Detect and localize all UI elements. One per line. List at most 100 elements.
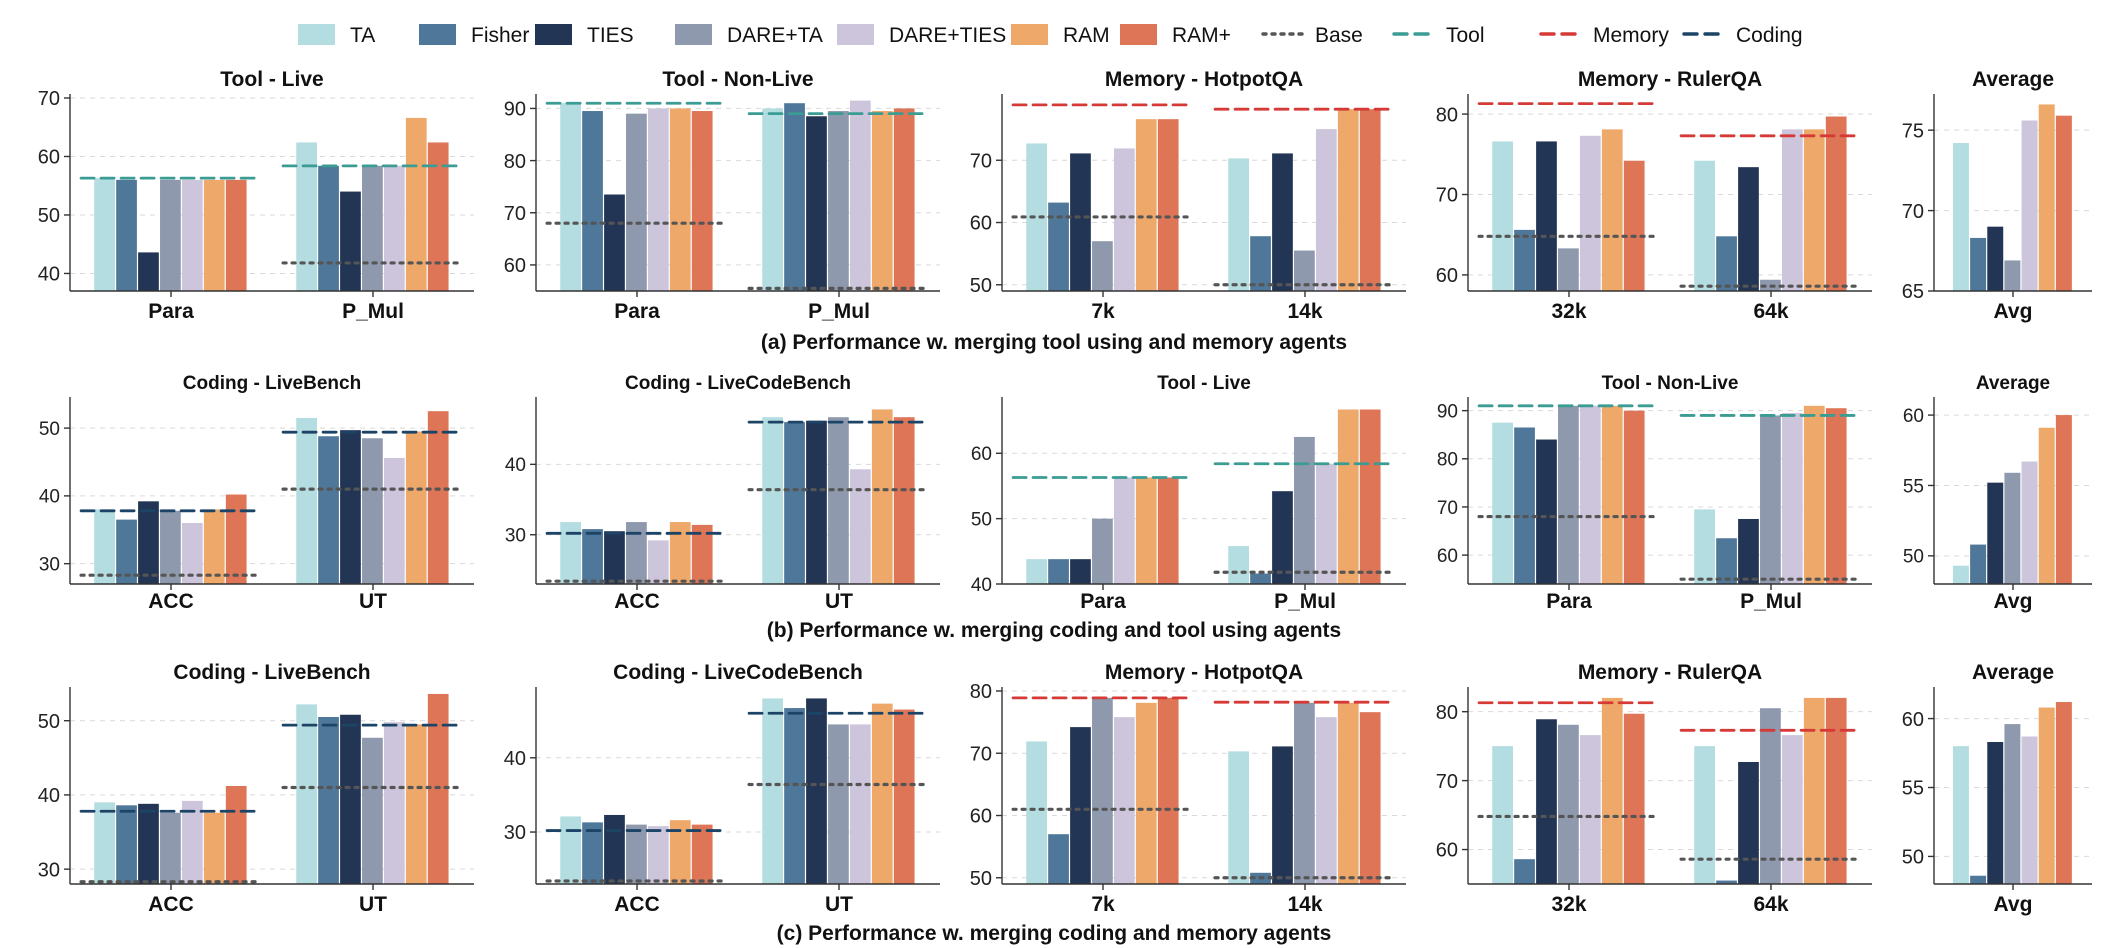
x-tick-label: 14k [1287, 893, 1322, 916]
bar-ram-p-mul [871, 111, 893, 291]
bar-dare-ties-7k [1113, 717, 1135, 884]
legend-item-dare-ties: DARE+TIES [837, 24, 1006, 47]
bar-ta-14k [1228, 751, 1249, 884]
bar-ram-ut [405, 431, 427, 584]
x-tick-label: Para [148, 300, 194, 323]
bar-ram-avg [2055, 702, 2072, 884]
bar-ram-p-mul [1359, 409, 1381, 584]
bar-fisher-7k [1048, 202, 1069, 291]
bar-ram-acc [669, 522, 691, 584]
bar-ram-ut [427, 411, 449, 584]
legend-swatch [1120, 24, 1157, 45]
legend-label: Coding [1736, 24, 1803, 47]
bar-ta-p-mul [296, 142, 317, 291]
bar-fisher-acc [582, 822, 603, 884]
bar-ties-avg [1987, 482, 2004, 584]
y-tick-label: 90 [504, 99, 526, 121]
bar-ram-acc [225, 494, 247, 584]
panel-title: Coding - LiveBench [173, 661, 370, 684]
bar-ram-para [225, 179, 247, 291]
bar-fisher-32k [1514, 859, 1535, 884]
y-tick-label: 60 [1436, 840, 1458, 862]
y-tick-label: 50 [970, 275, 992, 297]
bar-ties-7k [1070, 727, 1091, 884]
bar-ties-p-mul [1272, 491, 1293, 584]
bar-dare-ta-64k [1760, 708, 1781, 884]
x-tick-label: ACC [614, 590, 660, 613]
y-tick-label: 40 [39, 487, 60, 508]
y-tick-label: 60 [970, 806, 992, 828]
bar-ties-para [138, 252, 159, 291]
bar-dare-ties-avg [2021, 736, 2038, 884]
bar-dare-ta-p-mul [1760, 415, 1781, 584]
legend: TA Fisher TIES DARE+TA DARE+TIES RAM RAM+ Base T… [298, 24, 1803, 47]
bar-fisher-para [582, 111, 603, 291]
bar-ta-32k [1492, 746, 1513, 884]
bar-fisher-ut [784, 708, 805, 884]
bar-ta-avg [1952, 565, 1969, 584]
bar-ta-acc [94, 509, 115, 584]
legend-label: RAM [1063, 24, 1110, 47]
bar-dare-ties-acc [647, 826, 669, 884]
bar-ram-p-mul [1803, 405, 1825, 584]
bar-ram-32k [1601, 129, 1623, 291]
bar-ta-acc [94, 802, 115, 884]
panel-title: Average [1972, 661, 2054, 684]
x-tick-label: 7k [1091, 300, 1115, 323]
bar-ram-7k [1135, 119, 1157, 291]
bar-fisher-para [116, 179, 137, 291]
bar-ta-ut [762, 698, 783, 884]
bar-ties-acc [604, 531, 625, 584]
panel-title: Tool - Non-Live [1602, 373, 1739, 394]
x-tick-label: UT [825, 590, 853, 613]
y-tick-label: 50 [1903, 547, 1924, 568]
bar-ram-acc [669, 820, 691, 884]
bar-dare-ties-p-mul [849, 100, 871, 291]
panel-tool-non-live-2: 60 70 80 90 Para P_Mul Tool - Non-Live [1437, 373, 1872, 613]
bar-dare-ta-ut [362, 438, 383, 584]
bar-ram-ut [871, 409, 893, 584]
bar-dare-ties-14k [1315, 717, 1337, 884]
y-tick-label: 50 [970, 868, 992, 890]
bar-dare-ties-64k [1781, 735, 1803, 884]
bar-ties-ut [806, 698, 827, 884]
legend-item-memory: Memory [1539, 24, 1669, 47]
bar-ta-ut [762, 417, 783, 584]
bar-fisher-avg [1970, 237, 1987, 291]
panel-title: Memory - RulerQA [1578, 68, 1762, 91]
y-tick-label: 60 [1903, 406, 1924, 427]
bar-ram-ut [893, 709, 915, 884]
y-tick-label: 50 [1902, 847, 1924, 869]
x-tick-label: UT [359, 893, 387, 916]
bar-ram-para [1623, 410, 1645, 584]
x-tick-label: P_Mul [1274, 590, 1336, 613]
bar-dare-ties-64k [1781, 129, 1803, 291]
bar-ram-para [1601, 405, 1623, 584]
panel-memory-hotpotqa-1: 50 60 70 7k 14k Memory - HotpotQA [970, 68, 1406, 323]
bar-dare-ties-avg [2021, 461, 2038, 584]
bar-dare-ties-ut [383, 722, 405, 884]
x-tick-label: P_Mul [1740, 590, 1802, 613]
bar-dare-ties-ut [849, 724, 871, 884]
x-tick-label: 32k [1551, 893, 1586, 916]
bar-dare-ta-14k [1294, 250, 1315, 291]
bar-ta-para [1492, 422, 1513, 584]
bar-ram-p-mul [1825, 408, 1847, 584]
bar-dare-ta-ut [828, 417, 849, 584]
y-tick-label: 55 [1902, 778, 1924, 800]
bar-ties-para [604, 194, 625, 291]
bar-ta-ut [296, 704, 317, 884]
bar-ties-64k [1738, 761, 1759, 884]
bar-ties-para [1070, 559, 1091, 584]
legend-item-fisher: Fisher [419, 24, 529, 47]
x-tick-label: 14k [1287, 300, 1322, 323]
bar-dare-ta-32k [1558, 248, 1579, 291]
legend-label: Base [1315, 24, 1363, 47]
bar-dare-ties-acc [647, 540, 669, 584]
panel-average-1: 65 70 75 Avg Average [1902, 68, 2092, 323]
bar-dare-ta-acc [626, 522, 647, 584]
panel-title: Coding - LiveBench [183, 373, 361, 394]
bar-ta-7k [1026, 741, 1047, 884]
bar-ram-acc [203, 812, 225, 884]
x-tick-label: Avg [1994, 590, 2033, 613]
